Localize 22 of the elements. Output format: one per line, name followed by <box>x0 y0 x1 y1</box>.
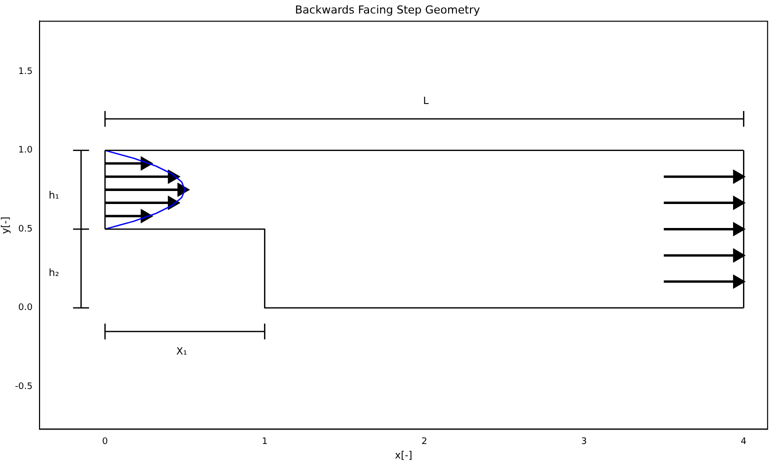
x-tick-label: 1 <box>262 436 268 447</box>
x-tick-label: 2 <box>421 436 428 447</box>
chart-title: Backwards Facing Step Geometry <box>295 3 480 16</box>
point <box>733 170 744 184</box>
x-axis-title: x[-] <box>394 450 412 462</box>
y-tick-label: 0.5 <box>18 224 33 234</box>
y-tick-label: -0.5 <box>15 382 33 392</box>
annotation: X₁ <box>176 346 188 358</box>
x-tick-label: 4 <box>740 436 747 447</box>
annotation: h₂ <box>48 268 60 279</box>
point <box>733 196 744 210</box>
point <box>733 275 744 288</box>
y-tick-label: 1.5 <box>18 66 33 77</box>
point <box>733 249 744 262</box>
point <box>733 222 744 236</box>
annotation: L <box>423 96 430 108</box>
y-axis-title: y[-] <box>0 216 12 234</box>
x-tick-label: 3 <box>581 436 587 447</box>
annotation: h₁ <box>48 190 60 202</box>
y-tick-label: 1.0 <box>18 146 33 156</box>
x-tick-label: 0 <box>102 436 108 447</box>
y-tick-label: 0.0 <box>18 303 33 314</box>
